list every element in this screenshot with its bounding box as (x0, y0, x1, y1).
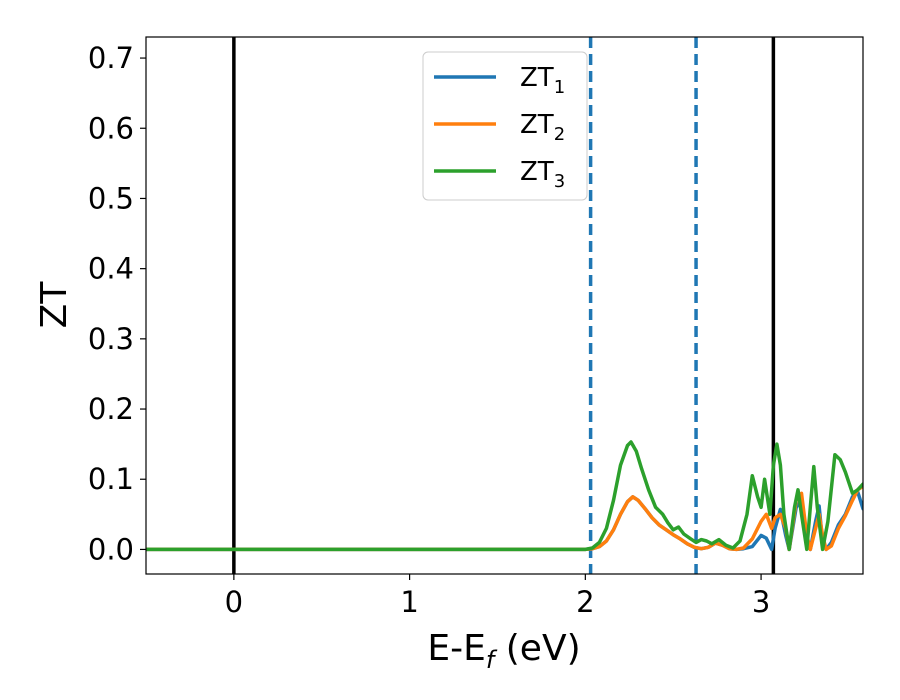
y-tick-label: 0.2 (88, 392, 134, 426)
y-tick-label: 0.5 (88, 181, 134, 215)
legend-label-zt2: ZT2 (520, 110, 565, 145)
y-axis-label: ZT (34, 281, 75, 329)
x-axis-label: E-Ef (eV) (427, 628, 580, 674)
legend-label-subscript: 3 (554, 171, 565, 192)
y-tick-label: 0.1 (88, 462, 134, 496)
plot-frame (145, 36, 864, 575)
y-tick-label: 0.0 (88, 532, 134, 566)
legend-label-zt1: ZT1 (520, 63, 565, 98)
x-tick-label: 1 (400, 585, 418, 619)
legend-label-main: ZT (520, 63, 554, 93)
x-tick-label: 2 (576, 585, 594, 619)
y-tick-label: 0.3 (88, 322, 134, 356)
x-axis: 0 1 2 3 (225, 574, 770, 619)
series-lines (146, 440, 863, 552)
y-tick-label: 0.4 (88, 252, 134, 286)
x-axis-label-main: E-E (427, 628, 485, 669)
x-axis-label-unit: (eV) (494, 628, 580, 669)
legend-label-subscript: 1 (554, 77, 565, 98)
legend-label-main: ZT (520, 110, 554, 140)
reference-lines (232, 37, 776, 574)
legend-box (422, 51, 588, 201)
y-tick-label: 0.6 (88, 111, 134, 145)
legend-label-zt3: ZT3 (520, 157, 565, 192)
y-axis: 0.0 0.1 0.2 0.3 0.4 0.5 0.6 0.7 (88, 41, 146, 566)
x-tick-label: 0 (225, 585, 243, 619)
series-line-zt3 (146, 440, 863, 552)
legend-label-main: ZT (520, 157, 554, 187)
y-tick-label: 0.7 (88, 41, 134, 75)
legend-label-subscript: 2 (554, 124, 565, 145)
x-tick-label: 3 (752, 585, 770, 619)
